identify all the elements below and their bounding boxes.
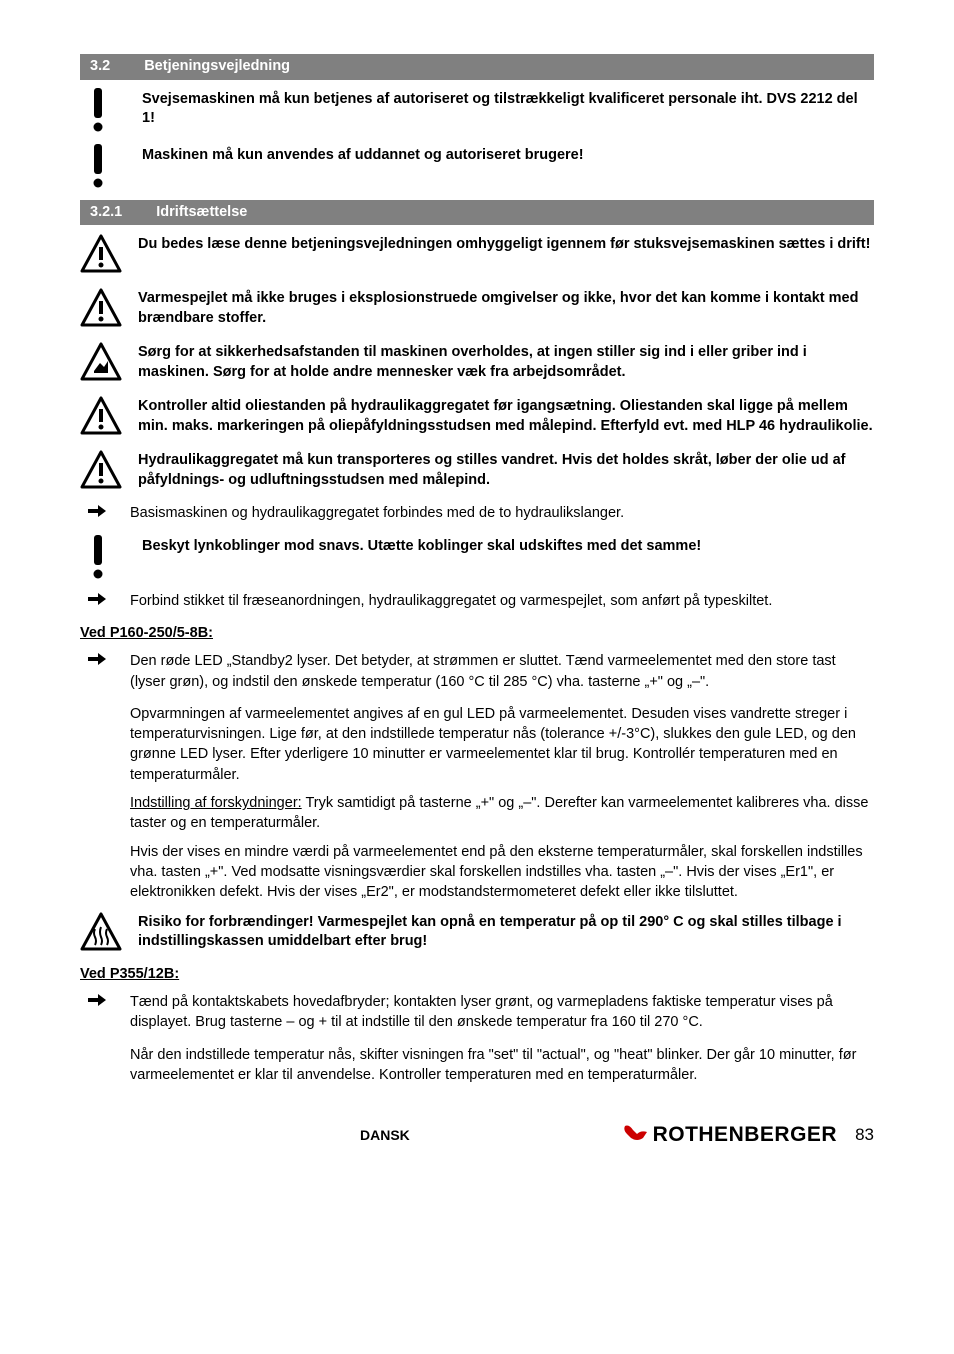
section-header-3-2-1: 3.2.1 Idriftsættelse	[80, 200, 874, 226]
warning-3: Beskyt lynkoblinger mod snavs. Utætte ko…	[80, 535, 874, 579]
page-footer: DANSK ROTHENBERGER 83	[80, 1115, 874, 1149]
arrow-right-icon	[88, 652, 110, 666]
warning-text: Risiko for forbrændinger! Varmespejlet k…	[138, 911, 874, 952]
arrow-text: Den røde LED „Standby2 lyser. Det betyde…	[130, 651, 874, 692]
subheading-a: Ved P160-250/5-8B:	[80, 624, 874, 644]
arrow-item-3: Den røde LED „Standby2 lyser. Det betyde…	[80, 651, 874, 692]
para-a1: Opvarmningen af varmeelementet angives a…	[130, 704, 874, 785]
warning-text: Hydraulikaggregatet må kun transporteres…	[138, 449, 874, 490]
brand-logo: ROTHENBERGER	[623, 1121, 838, 1149]
exclamation-icon	[88, 144, 114, 188]
warning-text: Varmespejlet må ikke bruges i eksplosion…	[138, 287, 874, 328]
para-a2-label: Indstilling af forskydninger:	[130, 795, 302, 811]
arrow-item-1: Basismaskinen og hydraulikaggregatet for…	[80, 503, 874, 523]
arrow-text: Forbind stikket til fræseanordningen, hy…	[130, 591, 874, 611]
warning-1: Svejsemaskinen må kun betjenes af autori…	[80, 88, 874, 132]
triangle-heat-icon	[80, 911, 122, 953]
page-number: 83	[855, 1124, 874, 1147]
triangle-warning-6: Risiko for forbrændinger! Varmespejlet k…	[80, 911, 874, 953]
exclamation-icon	[88, 88, 114, 132]
triangle-warning-3: Sørg for at sikkerhedsafstanden til mask…	[80, 341, 874, 383]
footer-language: DANSK	[360, 1126, 410, 1145]
arrow-right-icon	[88, 993, 110, 1007]
warning-text: Beskyt lynkoblinger mod snavs. Utætte ko…	[142, 535, 874, 557]
triangle-hand-icon	[80, 341, 122, 383]
brand-name: ROTHENBERGER	[653, 1121, 838, 1149]
arrow-right-icon	[88, 592, 110, 606]
section-title: Idriftsættelse	[156, 204, 247, 220]
para-a3: Hvis der vises en mindre værdi på varmee…	[130, 842, 874, 903]
section-num: 3.2	[90, 57, 110, 77]
warning-text: Du bedes læse denne betjeningsvejledning…	[138, 233, 874, 255]
arrow-text: Basismaskinen og hydraulikaggregatet for…	[130, 503, 874, 523]
triangle-exclaim-icon	[80, 287, 122, 329]
section-title: Betjeningsvejledning	[144, 58, 290, 74]
warning-text: Svejsemaskinen må kun betjenes af autori…	[142, 88, 874, 129]
triangle-warning-1: Du bedes læse denne betjeningsvejledning…	[80, 233, 874, 275]
subheading-b: Ved P355/12B:	[80, 965, 874, 985]
warning-text: Sørg for at sikkerhedsafstanden til mask…	[138, 341, 874, 382]
section-num: 3.2.1	[90, 203, 122, 223]
arrow-item-4: Tænd på kontaktskabets hovedafbryder; ko…	[80, 992, 874, 1033]
arrow-text: Tænd på kontaktskabets hovedafbryder; ko…	[130, 992, 874, 1033]
triangle-warning-5: Hydraulikaggregatet må kun transporteres…	[80, 449, 874, 491]
triangle-exclaim-icon	[80, 449, 122, 491]
para-b1: Når den indstillede temperatur nås, skif…	[130, 1045, 874, 1086]
arrow-right-icon	[88, 504, 110, 518]
warning-text: Maskinen må kun anvendes af uddannet og …	[142, 144, 874, 166]
warning-text: Kontroller altid oliestanden på hydrauli…	[138, 395, 874, 436]
para-a2: Indstilling af forskydninger: Tryk samti…	[130, 793, 874, 834]
warning-2: Maskinen må kun anvendes af uddannet og …	[80, 144, 874, 188]
triangle-exclaim-icon	[80, 233, 122, 275]
arrow-item-2: Forbind stikket til fræseanordningen, hy…	[80, 591, 874, 611]
brand-pliers-icon	[623, 1124, 649, 1146]
triangle-warning-4: Kontroller altid oliestanden på hydrauli…	[80, 395, 874, 437]
triangle-warning-2: Varmespejlet må ikke bruges i eksplosion…	[80, 287, 874, 329]
exclamation-icon	[88, 535, 114, 579]
triangle-exclaim-icon	[80, 395, 122, 437]
footer-brand: ROTHENBERGER 83	[623, 1121, 874, 1149]
section-header-3-2: 3.2 Betjeningsvejledning	[80, 54, 874, 80]
